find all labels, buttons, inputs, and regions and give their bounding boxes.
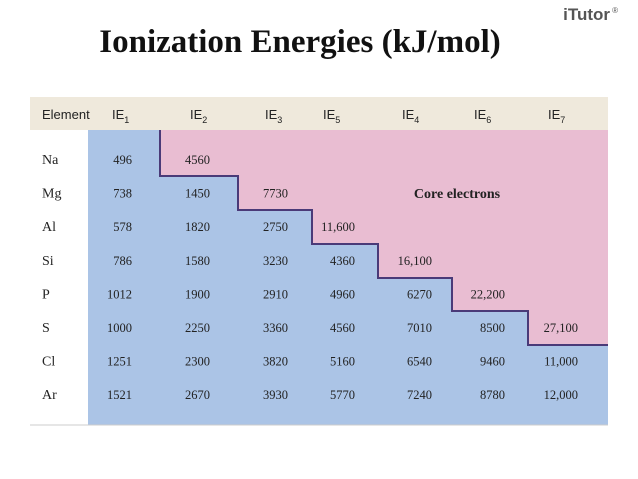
header-cell: IE6 — [474, 107, 491, 125]
element-cell: S — [42, 321, 50, 336]
header-sub: 1 — [124, 115, 129, 125]
header-main: IE — [402, 107, 415, 122]
header-cell: IE4 — [402, 107, 419, 125]
core-region — [160, 130, 608, 345]
header-sub: 5 — [335, 115, 340, 125]
header-sub: 2 — [202, 115, 207, 125]
value-cell: 22,200 — [471, 287, 505, 301]
table: Core electrons Element IE1 IE2 IE3 IE5 IE4 IE6… — [30, 97, 608, 426]
header-main: IE — [112, 107, 125, 122]
value-cell: 3360 — [263, 321, 288, 335]
value-cell: 5160 — [330, 355, 355, 369]
header-cell: IE7 — [548, 107, 565, 125]
value-cell: 1450 — [185, 187, 210, 201]
element-cell: P — [42, 287, 50, 302]
value-cell: 6270 — [407, 287, 432, 301]
element-cell: Ar — [42, 388, 57, 403]
header-cell: IE2 — [190, 107, 207, 125]
value-cell: 4560 — [185, 153, 210, 167]
value-cell: 4560 — [330, 321, 355, 335]
value-cell: 3930 — [263, 388, 288, 402]
value-cell: 8500 — [480, 321, 505, 335]
value-cell: 4360 — [330, 254, 355, 268]
element-cell: Si — [42, 254, 54, 269]
header-main: IE — [265, 107, 278, 122]
element-cell: Mg — [42, 187, 61, 202]
value-cell: 2250 — [185, 321, 210, 335]
header-sub: 6 — [486, 115, 491, 125]
value-cell: 8780 — [480, 388, 505, 402]
value-cell: 2910 — [263, 287, 288, 301]
value-cell: 3820 — [263, 355, 288, 369]
logo-mark: ® — [612, 6, 618, 15]
value-cell: 1000 — [107, 321, 132, 335]
value-cell: 496 — [113, 153, 132, 167]
header-cell: IE1 — [112, 107, 129, 125]
header-main: IE — [548, 107, 561, 122]
value-cell: 27,100 — [544, 321, 578, 335]
header-sub: 7 — [560, 115, 565, 125]
value-cell: 1580 — [185, 254, 210, 268]
header-sub: 3 — [277, 115, 282, 125]
header-main: IE — [474, 107, 487, 122]
value-cell: 1251 — [107, 355, 132, 369]
value-cell: 11,600 — [321, 220, 355, 234]
value-cell: 5770 — [330, 388, 355, 402]
value-cell: 12,000 — [544, 388, 578, 402]
core-boundary — [159, 130, 608, 346]
element-cell: Cl — [42, 355, 55, 370]
header-main: IE — [323, 107, 336, 122]
value-cell: 16,100 — [398, 254, 432, 268]
header-main: IE — [190, 107, 203, 122]
value-cell: 2670 — [185, 388, 210, 402]
value-cell: 7010 — [407, 321, 432, 335]
logo-text: iTutor — [563, 5, 610, 24]
value-cell: 6540 — [407, 355, 432, 369]
value-cell: 7730 — [263, 187, 288, 201]
slide-title: Ionization Energies (kJ/mol) — [99, 24, 501, 60]
value-cell: 4960 — [330, 287, 355, 301]
value-cell: 3230 — [263, 254, 288, 268]
value-cell: 11,000 — [544, 355, 578, 369]
header-cell: IE3 — [265, 107, 282, 125]
value-cell: 578 — [113, 220, 132, 234]
value-cell: 1900 — [185, 287, 210, 301]
core-label: Core electrons — [414, 187, 501, 202]
header-cell: IE5 — [323, 107, 340, 125]
header-sub: 4 — [414, 115, 419, 125]
value-cell: 738 — [113, 187, 132, 201]
value-cell: 1820 — [185, 220, 210, 234]
value-cell: 1521 — [107, 388, 132, 402]
header-cell: Element — [42, 107, 90, 122]
value-cell: 1012 — [107, 287, 132, 301]
value-cell: 7240 — [407, 388, 432, 402]
value-cell: 2300 — [185, 355, 210, 369]
value-cell: 9460 — [480, 355, 505, 369]
element-cell: Na — [42, 153, 59, 168]
element-cell: Al — [42, 220, 56, 235]
value-cell: 786 — [113, 254, 132, 268]
header-band — [30, 97, 608, 130]
value-cell: 2750 — [263, 220, 288, 234]
